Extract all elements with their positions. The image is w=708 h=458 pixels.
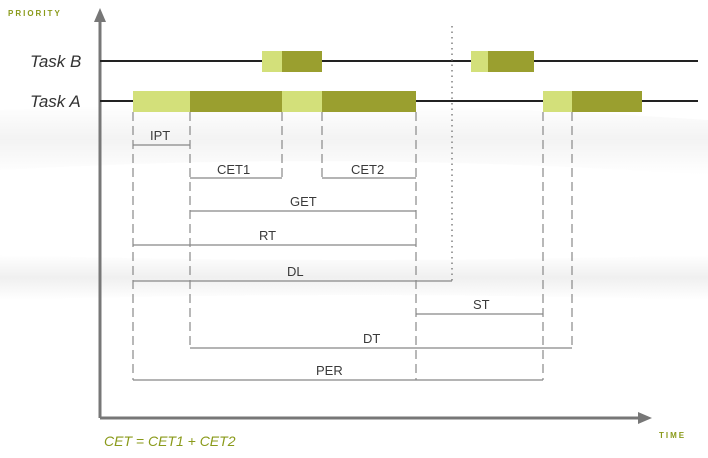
task-a-exec-block — [190, 91, 282, 112]
reference-lines — [132, 112, 573, 380]
task-a-ready-block — [543, 91, 572, 112]
task-b-exec-block — [488, 51, 534, 72]
task-a-ready-block — [133, 91, 190, 112]
cet2-label: CET2 — [351, 162, 384, 177]
task-a-exec-block — [322, 91, 416, 112]
task-b-ready-block — [471, 51, 488, 72]
formula-note: CET = CET1 + CET2 — [104, 433, 236, 449]
dl-label: DL — [287, 264, 304, 279]
interval-brackets — [133, 144, 572, 381]
y-axis-title: PRIORITY — [8, 9, 62, 18]
task-a-label: Task A — [30, 92, 81, 111]
get-label: GET — [290, 194, 317, 209]
task-b-ready-block — [262, 51, 282, 72]
task-b-label: Task B — [30, 52, 81, 71]
task-b-exec-block — [282, 51, 322, 72]
background-streak — [0, 104, 708, 175]
background-streak — [0, 255, 708, 300]
rt-label: RT — [259, 228, 276, 243]
per-label: PER — [316, 363, 343, 378]
dt-label: DT — [363, 331, 380, 346]
st-label: ST — [473, 297, 490, 312]
cet1-label: CET1 — [217, 162, 250, 177]
x-axis-title: TIME — [659, 431, 686, 440]
x-axis-arrow-icon — [638, 412, 652, 424]
task-a-preempted-block — [282, 91, 322, 112]
ipt-label: IPT — [150, 128, 170, 143]
y-axis-arrow-icon — [94, 8, 106, 22]
task-a-exec-block — [572, 91, 642, 112]
